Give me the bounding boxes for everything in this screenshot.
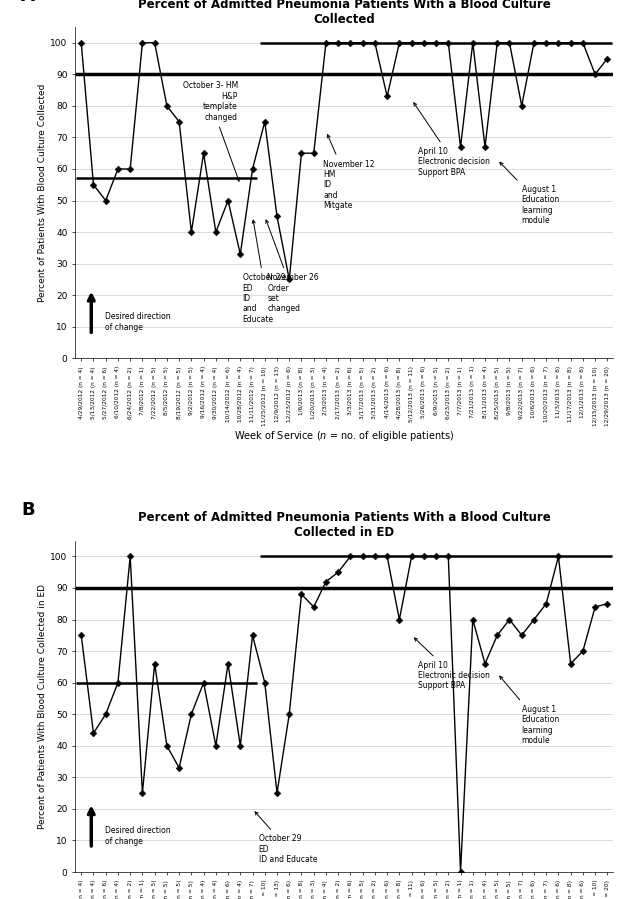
Y-axis label: Percent of Patients With Blood Culture Collected: Percent of Patients With Blood Culture C… (38, 84, 48, 302)
Title: Percent of Admitted Pneumonia Patients With a Blood Culture
Collected: Percent of Admitted Pneumonia Patients W… (138, 0, 551, 26)
Text: A: A (21, 0, 35, 5)
Text: October 29
ED
ID and Educate: October 29 ED ID and Educate (255, 812, 317, 864)
Text: August 1
Education
learning
module: August 1 Education learning module (500, 163, 560, 225)
Text: B: B (21, 501, 35, 519)
Text: Desired direction
of change: Desired direction of change (105, 826, 170, 846)
Text: October 29 -
ED
ID
and
Educate: October 29 - ED ID and Educate (243, 220, 290, 324)
Title: Percent of Admitted Pneumonia Patients With a Blood Culture
Collected in ED: Percent of Admitted Pneumonia Patients W… (138, 512, 551, 539)
Text: November 12
HM
ID
and
Mitgate: November 12 HM ID and Mitgate (324, 135, 375, 210)
Text: August 1
Education
learning
module: August 1 Education learning module (500, 676, 560, 745)
Text: October 3- HM
H&P
template
changed: October 3- HM H&P template changed (183, 82, 239, 181)
Legend: Weekly Percent, Median, Goal (0.9): Weekly Percent, Median, Goal (0.9) (203, 546, 486, 564)
Text: Desired direction
of change: Desired direction of change (105, 313, 170, 332)
Y-axis label: Percent of Patients With Blood Culture Collected in ED: Percent of Patients With Blood Culture C… (38, 583, 48, 829)
Text: April 10
Electronic decision
Support BPA: April 10 Electronic decision Support BPA (414, 102, 490, 177)
X-axis label: Week of Service ($\it{n}$ = no. of eligible patients): Week of Service ($\it{n}$ = no. of eligi… (234, 429, 454, 443)
Text: April 10
Electronic decision
Support BPA: April 10 Electronic decision Support BPA (414, 638, 490, 690)
Text: November 26
Order
set
changed: November 26 Order set changed (265, 220, 319, 314)
